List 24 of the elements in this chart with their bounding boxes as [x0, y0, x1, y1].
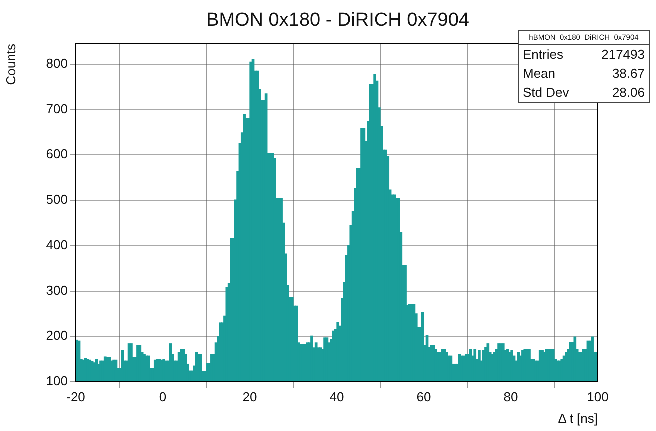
y-tick-label: 400: [46, 237, 68, 252]
y-tick-label: 700: [46, 101, 68, 116]
x-tick-label: 20: [242, 389, 258, 404]
x-tick-label: 80: [504, 389, 518, 404]
y-tick-label: 800: [46, 56, 68, 71]
y-tick-label: 300: [46, 282, 68, 298]
x-tick-label: 40: [330, 389, 344, 404]
x-tick-label: 100: [587, 389, 609, 404]
annotation: Entries: [523, 47, 564, 62]
annotation: Std Dev: [523, 85, 570, 100]
text: 217493: [602, 47, 645, 62]
x-axis-title: Δ t [ns]: [558, 410, 598, 426]
x-tick-label: 60: [416, 389, 432, 404]
text: 38.67: [612, 66, 645, 81]
y-tick-label: 600: [46, 146, 68, 162]
text: 28.06: [612, 85, 645, 100]
y-axis-title: Counts: [3, 44, 18, 86]
x-tick-label: -20: [66, 389, 86, 404]
y-tick-label: 500: [46, 192, 68, 208]
chart-title: BMON 0x180 - DiRICH 0x7904: [206, 10, 470, 32]
y-tick-label: 100: [46, 374, 68, 389]
x-tick-label: 0: [159, 389, 167, 404]
y-tick-label: 200: [46, 328, 68, 344]
annotation: Mean: [523, 66, 556, 81]
